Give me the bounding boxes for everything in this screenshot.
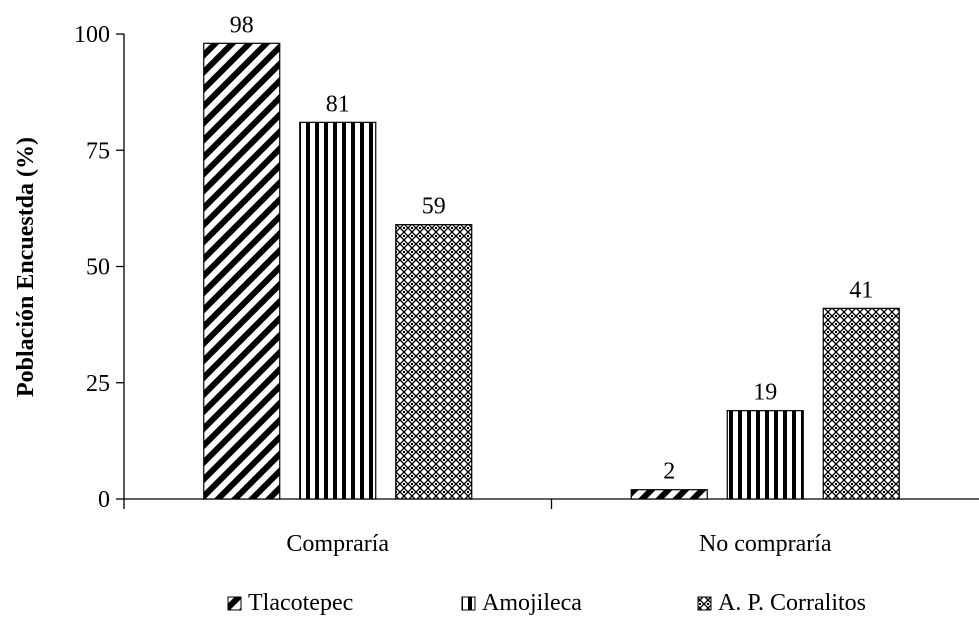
legend-swatch <box>697 596 712 611</box>
data-label: 98 <box>230 12 254 38</box>
data-label: 81 <box>326 91 350 117</box>
data-label: 59 <box>422 194 446 220</box>
bar-tlacotepec <box>203 42 281 500</box>
legend-label: Amojileca <box>482 590 582 616</box>
bar-tlacotepec <box>630 489 708 500</box>
legend-label: A. P. Corralitos <box>718 590 866 616</box>
y-axis-label: Población Encuestda (%) <box>13 137 39 397</box>
bar-amojileca <box>726 410 804 500</box>
y-tick-label: 75 <box>86 138 110 164</box>
legend-swatch <box>227 596 242 611</box>
y-tick-label: 25 <box>86 371 110 397</box>
bar-a-p-corralitos <box>395 224 473 500</box>
legend-label: Tlacotepec <box>248 590 353 616</box>
plot-area: 0 25 50 75 100 Compraría 98 81 59 No compraría 2 19… <box>74 12 979 557</box>
legend-swatch <box>461 596 476 611</box>
y-tick-label: 100 <box>74 22 110 48</box>
x-category-label: Compraría <box>286 531 389 557</box>
bar-a-p-corralitos <box>822 307 900 500</box>
data-label: 41 <box>849 277 873 303</box>
data-label: 19 <box>753 380 777 406</box>
legend: Tlacotepec Amojileca A. P. Corralitos <box>227 590 866 616</box>
data-label: 2 <box>663 459 675 485</box>
y-tick-label: 50 <box>86 255 110 281</box>
x-category-label: No compraría <box>699 531 832 557</box>
bar-amojileca <box>299 121 377 500</box>
y-tick-label: 0 <box>98 487 110 513</box>
